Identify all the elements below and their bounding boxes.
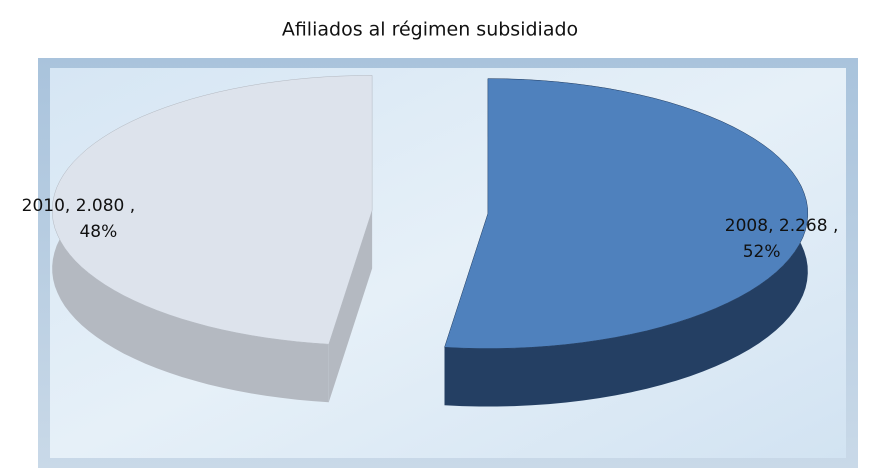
pie bbox=[51, 75, 809, 407]
slice bbox=[444, 78, 809, 349]
chart-title: Afiliados al régimen subsidiado bbox=[282, 19, 578, 41]
slice bbox=[51, 75, 373, 345]
label-category: 2008 bbox=[725, 216, 768, 236]
label-separator: , bbox=[768, 216, 779, 236]
label-value: 2.080 , bbox=[76, 196, 135, 216]
slice-wall bbox=[328, 210, 373, 403]
data-label-percent: 52% bbox=[743, 242, 781, 262]
labels: 2008, 2.268 , 52% 2010, 2.080 , 48% bbox=[22, 196, 839, 262]
label-value: 2.268 , bbox=[779, 216, 838, 236]
data-label: 2008, 2.268 , bbox=[725, 216, 839, 236]
data-label-percent: 48% bbox=[79, 222, 117, 242]
label-category: 2010 bbox=[22, 196, 65, 216]
data-label: 2010, 2.080 , bbox=[22, 196, 136, 216]
label-separator: , bbox=[65, 196, 76, 216]
